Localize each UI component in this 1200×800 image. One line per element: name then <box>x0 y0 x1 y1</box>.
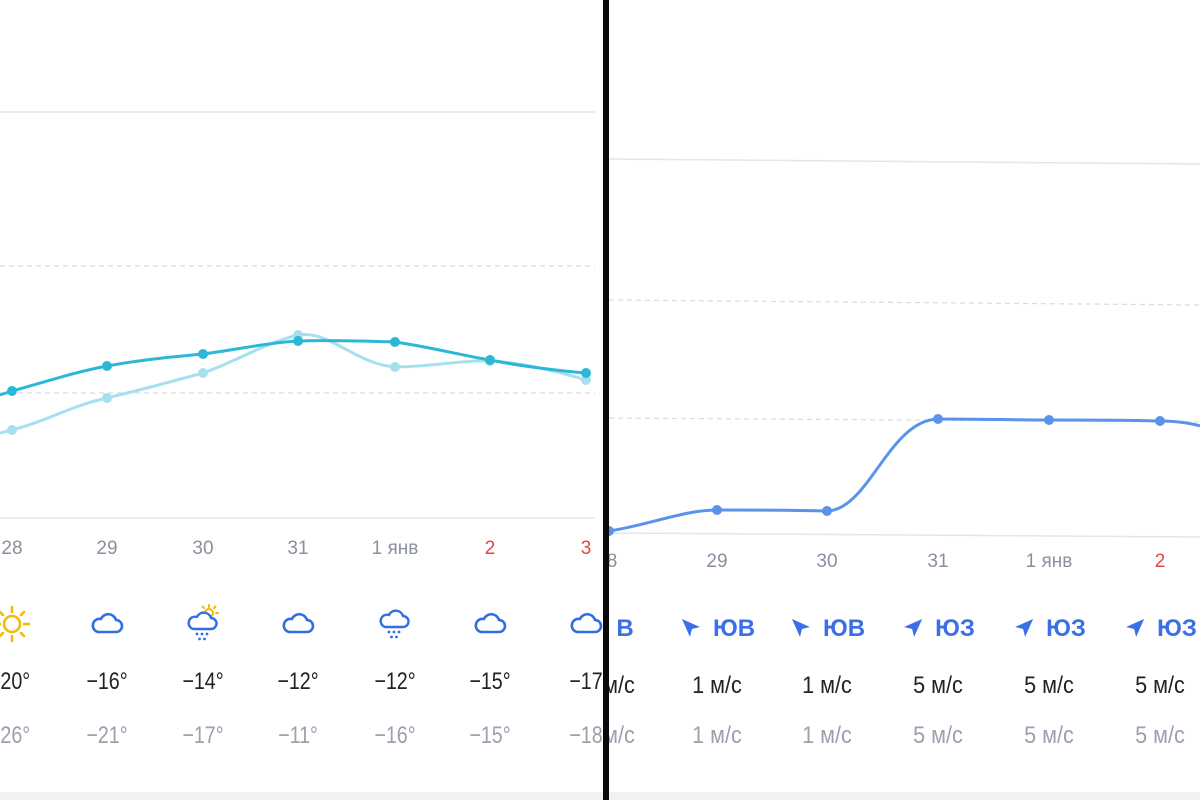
max-temp-point <box>7 386 17 396</box>
panel-divider <box>603 0 609 800</box>
panel-footer <box>609 792 1200 800</box>
min-temp-point <box>581 375 591 385</box>
max-temp-point <box>390 337 400 347</box>
min-temperature: −11° <box>278 722 318 749</box>
wind-direction: В <box>616 615 633 643</box>
wind-arrow-icon <box>904 619 923 637</box>
day-label: 31 <box>927 551 949 572</box>
wind-point <box>1155 416 1165 426</box>
max-temp-point <box>293 336 303 346</box>
max-temp-point <box>198 349 208 359</box>
wind-points <box>609 414 1165 536</box>
wind-speed: м/с <box>609 672 635 699</box>
max-temperature: −17 <box>569 668 603 695</box>
min-temperature: −16° <box>374 722 416 749</box>
wind-direction-label: В <box>616 615 634 642</box>
min-temp-point <box>198 368 208 378</box>
wind-direction: ЮЗ <box>1012 615 1086 643</box>
day-label: 1 янв <box>1025 551 1073 572</box>
max-temperature: -20° <box>0 668 31 695</box>
max-temp-point <box>581 368 591 378</box>
min-temp-point <box>102 393 112 403</box>
wind-speed: 5 м/с <box>1024 672 1074 699</box>
wind-direction: ЮЗ <box>901 615 975 643</box>
day-label-weekend: 2 <box>484 538 496 559</box>
min-temperature: −17° <box>182 722 224 749</box>
wind-speed: 1 м/с <box>692 672 742 699</box>
wind-point <box>933 414 943 424</box>
wind-direction-label: ЮВ <box>822 615 866 642</box>
wind-direction-label: ЮЗ <box>935 615 975 642</box>
cloud-icon <box>570 612 603 634</box>
wind-forecast-panel: 8 29 30 31 1 янв 2 В ЮВ ЮВ ЮЗ ЮЗ ЮЗ <box>609 0 1200 800</box>
wind-direction-label: ЮЗ <box>1157 615 1197 642</box>
wind-gust: м/с <box>609 722 635 749</box>
wind-speed: 5 м/с <box>913 672 963 699</box>
wind-gust: 5 м/с <box>1024 722 1074 749</box>
cloud-icon <box>282 612 315 634</box>
day-label: 31 <box>287 538 309 559</box>
day-label: 30 <box>192 538 214 559</box>
min-temp-point <box>390 362 400 372</box>
grid-line <box>609 299 1200 306</box>
wind-point <box>1044 415 1054 425</box>
wind-gust: 1 м/с <box>692 722 742 749</box>
temperature-chart <box>0 111 595 519</box>
cloud-icon <box>91 612 124 634</box>
max-temperature: −16° <box>86 668 128 695</box>
max-temperature-line <box>0 339 587 397</box>
wind-speed-line <box>609 417 1200 533</box>
day-label: 29 <box>96 538 118 559</box>
wind-gust: 5 м/с <box>1135 722 1185 749</box>
wind-arrow-icon <box>1015 619 1034 637</box>
min-temperature: −21° <box>86 722 128 749</box>
day-label: 30 <box>816 551 838 572</box>
day-label: 28 <box>1 538 23 559</box>
day-label: 8 <box>609 551 618 572</box>
max-temperature: −14° <box>182 668 224 695</box>
wind-chart <box>609 158 1200 538</box>
wind-speed: 5 м/с <box>1135 672 1185 699</box>
max-temperature-points <box>7 336 591 396</box>
wind-arrow-icon <box>791 619 810 637</box>
sun-cloud-snow-icon <box>187 604 219 641</box>
wind-point <box>712 505 722 515</box>
day-label: 1 янв <box>371 538 419 559</box>
wind-gust: 5 м/с <box>913 722 963 749</box>
max-temp-point <box>102 361 112 371</box>
min-temp-point <box>7 425 17 435</box>
max-temperature: −15° <box>469 668 511 695</box>
day-label-weekend: 3 <box>580 538 592 559</box>
min-temperature-line <box>0 333 587 435</box>
wind-direction: ЮЗ <box>1123 615 1197 643</box>
cloud-snow-icon <box>379 609 410 639</box>
min-temperature: −18 <box>569 722 603 749</box>
wind-direction: ЮВ <box>679 615 755 643</box>
panel-footer <box>0 792 603 800</box>
max-temperature: −12° <box>277 668 319 695</box>
wind-gust: 1 м/с <box>802 722 852 749</box>
cloud-icon <box>474 612 507 634</box>
max-temp-point <box>485 355 495 365</box>
wind-arrow-icon <box>1126 619 1145 637</box>
min-temperature: -26° <box>0 722 31 749</box>
max-temperature: −12° <box>374 668 416 695</box>
day-label-weekend: 2 <box>1154 551 1166 572</box>
wind-point <box>822 506 832 516</box>
sun-icon <box>0 605 31 643</box>
min-temperature: −15° <box>469 722 511 749</box>
wind-arrow-icon <box>681 619 700 637</box>
wind-direction-label: ЮВ <box>712 615 756 642</box>
temperature-forecast-panel: 28 29 30 31 1 янв 2 3 <box>0 111 603 800</box>
grid-line <box>609 158 1200 165</box>
day-label: 29 <box>706 551 728 572</box>
wind-direction-label: ЮЗ <box>1046 615 1086 642</box>
wind-point <box>609 526 614 536</box>
wind-direction: ЮВ <box>789 615 865 643</box>
wind-speed: 1 м/с <box>802 672 852 699</box>
grid-line <box>609 532 1200 538</box>
